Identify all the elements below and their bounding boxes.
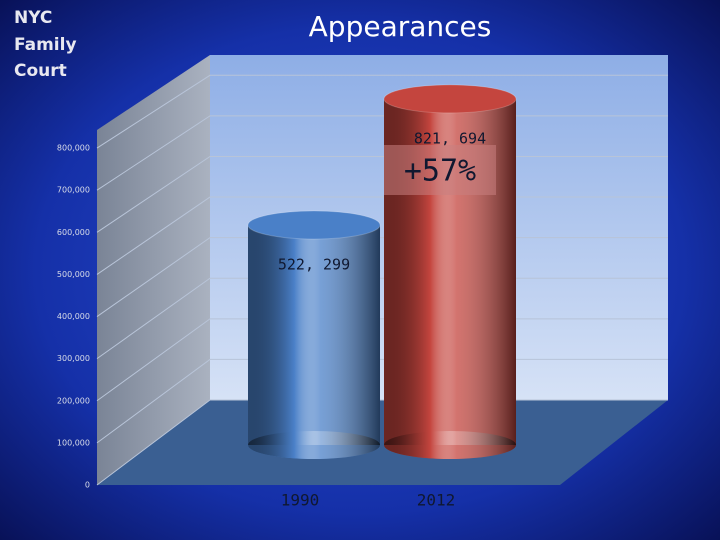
header-line: Family — [14, 35, 77, 55]
y-tick-label: 0 — [85, 481, 90, 490]
header-line: Court — [14, 61, 67, 81]
x-tick-label: 2012 — [417, 491, 456, 510]
annotation-box — [384, 145, 496, 195]
y-tick-label: 700,000 — [57, 186, 90, 195]
y-tick-label: 300,000 — [57, 354, 90, 363]
y-tick-label: 200,000 — [57, 396, 90, 405]
y-tick-label: 400,000 — [57, 312, 90, 321]
x-tick-label: 1990 — [281, 491, 320, 510]
bar-shade-base — [248, 431, 380, 459]
bar-top — [383, 84, 517, 114]
annotation: +57% — [404, 154, 476, 189]
value-label: 821, 694 — [414, 129, 486, 147]
y-tick-label: 800,000 — [57, 144, 90, 153]
bar-shade — [248, 225, 380, 445]
side-wall — [97, 55, 210, 485]
grid-line — [96, 74, 668, 149]
chart-title: Appearances — [309, 10, 492, 43]
bar-shade-base — [384, 431, 516, 459]
header-line: NYC — [14, 8, 52, 28]
y-tick-label: 500,000 — [57, 270, 90, 279]
y-tick-label: 100,000 — [57, 438, 90, 447]
bar-top — [247, 210, 381, 240]
y-tick-label: 600,000 — [57, 228, 90, 237]
value-label: 522, 299 — [278, 256, 350, 274]
floor — [97, 400, 668, 485]
